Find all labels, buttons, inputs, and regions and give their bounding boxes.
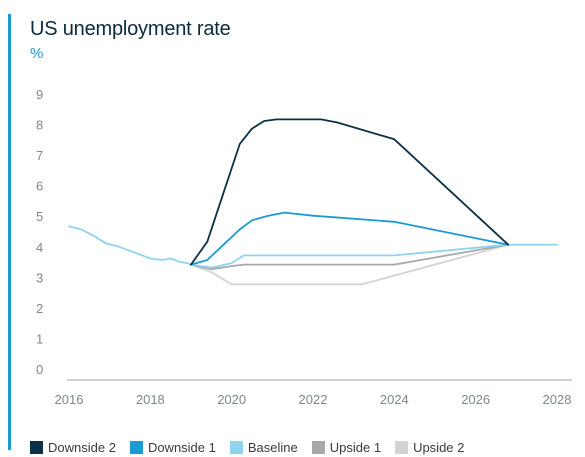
legend-swatch (395, 440, 409, 454)
y-tick-label: 7 (36, 148, 43, 163)
legend-item: Upside 2 (395, 440, 464, 455)
x-tick-label: 2016 (55, 392, 84, 407)
x-tick-labels: 2016 2018 2020 2022 2024 2026 2028 (55, 392, 572, 407)
legend: Downside 2 Downside 1 Baseline Upside 1 Upsi… (30, 437, 478, 457)
y-tick-labels: 0 1 2 3 4 5 6 7 8 9 (36, 87, 43, 377)
x-tick-label: 2024 (380, 392, 409, 407)
series-line-upside-1 (190, 243, 510, 271)
legend-swatch (229, 440, 243, 454)
y-tick-label: 9 (36, 87, 43, 102)
x-tick-label: 2026 (461, 392, 490, 407)
legend-swatch (30, 440, 43, 454)
legend-label: Downside 2 (48, 439, 116, 455)
history-line (68, 225, 192, 266)
legend-label: Upside 2 (413, 439, 465, 455)
y-tick-label: 4 (36, 240, 43, 255)
y-tick-label: 2 (36, 301, 43, 316)
series-line-downside-2 (190, 118, 510, 266)
x-tick-label: 2020 (217, 392, 246, 407)
legend-label: Baseline (247, 439, 298, 455)
y-tick-label: 6 (36, 179, 43, 194)
accent-bar (8, 14, 11, 450)
legend-item: Upside 1 (311, 439, 382, 455)
x-tick-label: 2022 (299, 392, 328, 407)
x-tick-label: 2018 (136, 392, 165, 407)
chart-title: US unemployment rate (30, 18, 231, 40)
series-line-baseline (190, 243, 510, 269)
legend-label: Downside 1 (147, 439, 216, 455)
chart-plot: 0 1 2 3 4 5 6 7 8 9 2016 2018 2020 2022 2024 2026 2028 (36, 87, 572, 407)
y-tick-label: 3 (36, 270, 43, 285)
legend-swatch (129, 440, 143, 454)
legend-swatch (311, 440, 325, 454)
y-tick-label: 5 (36, 209, 43, 224)
legend-label: Upside 1 (329, 439, 382, 455)
y-unit-label: % (30, 45, 44, 62)
series-lines (68, 118, 558, 286)
legend-item: Downside 2 (30, 440, 116, 455)
legend-item: Baseline (229, 439, 298, 455)
y-tick-label: 0 (36, 362, 43, 377)
series-line-downside-1 (190, 211, 510, 266)
x-tick-label: 2028 (543, 392, 572, 407)
legend-item: Downside 1 (129, 439, 216, 455)
y-tick-label: 1 (36, 331, 43, 346)
y-tick-label: 8 (36, 118, 43, 133)
series-line-upside-2 (190, 243, 510, 286)
